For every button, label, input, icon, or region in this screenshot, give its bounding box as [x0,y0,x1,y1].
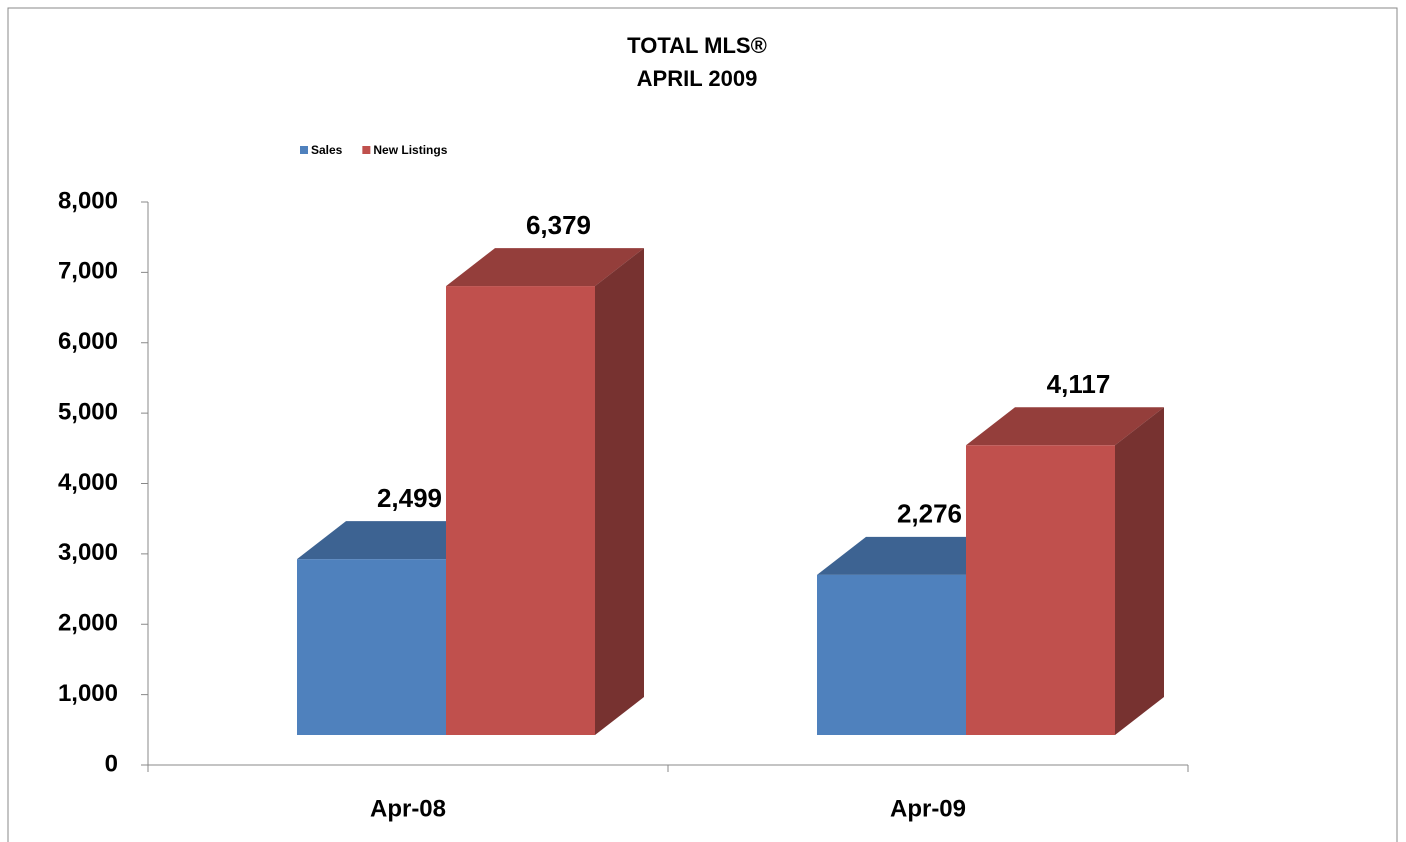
bar [446,286,595,735]
legend-label: New Listings [373,143,447,157]
data-label: 2,276 [897,499,962,529]
y-tick-label: 1,000 [58,680,118,707]
y-tick-label: 7,000 [58,258,118,285]
x-tick-label: Apr-08 [370,795,446,822]
chart-frame [7,7,1398,842]
data-label: 2,499 [377,483,442,513]
legend-label: Sales [311,143,343,157]
bar [297,559,446,735]
y-tick-label: 8,000 [58,187,118,214]
bar [966,445,1115,735]
bar-side [1115,407,1164,735]
x-tick-label: Apr-09 [890,795,966,822]
y-tick-label: 2,000 [58,610,118,637]
bar-top [297,521,495,560]
legend-swatch [362,146,371,154]
bar [817,574,966,735]
y-tick-label: 0 [105,750,118,777]
data-label: 6,379 [526,210,591,240]
bar-top [966,407,1164,446]
chart-subtitle: APRIL 2009 [637,66,758,91]
bar-top [817,536,1015,575]
legend-swatch [300,146,308,154]
bar-side [595,248,644,735]
data-label: 4,117 [1047,369,1111,399]
y-tick-label: 6,000 [58,328,118,355]
bar-top [446,248,644,287]
y-tick-label: 5,000 [58,398,118,425]
chart-title: TOTAL MLS® [627,33,767,58]
y-tick-label: 3,000 [58,539,118,566]
y-tick-label: 4,000 [58,469,118,496]
